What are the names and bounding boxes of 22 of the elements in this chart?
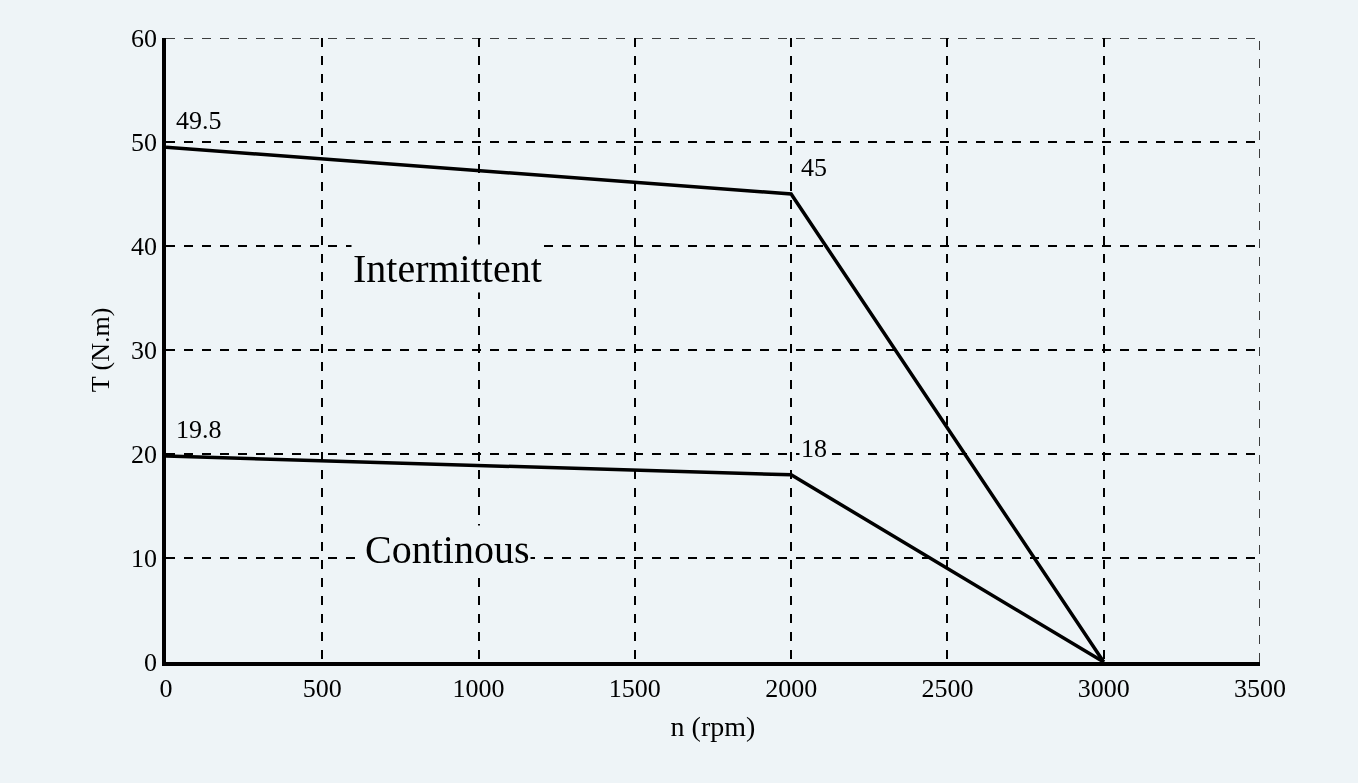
- y-tick-label: 50: [131, 128, 158, 158]
- data-label: 19.8: [176, 415, 222, 444]
- x-tick-label: 3000: [1077, 673, 1130, 703]
- data-label: 18: [801, 434, 827, 463]
- y-axis-title: T (N.m): [85, 307, 115, 393]
- y-tick-label: 0: [144, 648, 158, 678]
- series-label: Continous: [365, 527, 530, 572]
- data-label: 49.5: [176, 106, 222, 135]
- data-label: 45: [801, 153, 827, 182]
- y-tick-label: 10: [131, 544, 158, 574]
- y-tick-label: 30: [131, 336, 158, 366]
- x-tick-label: 2000: [765, 673, 818, 703]
- x-tick-label: 1500: [608, 673, 661, 703]
- x-tick-label: 500: [302, 673, 342, 703]
- series-label: Intermittent: [353, 246, 542, 291]
- x-tick-label: 3500: [1234, 673, 1286, 703]
- x-axis-title: n (rpm): [670, 710, 756, 742]
- x-tick-label: 2500: [921, 673, 974, 703]
- y-tick-label: 40: [131, 232, 158, 262]
- x-tick-label: 1000: [452, 673, 505, 703]
- y-tick-label: 20: [131, 440, 158, 470]
- y-tick-label: 60: [131, 24, 158, 54]
